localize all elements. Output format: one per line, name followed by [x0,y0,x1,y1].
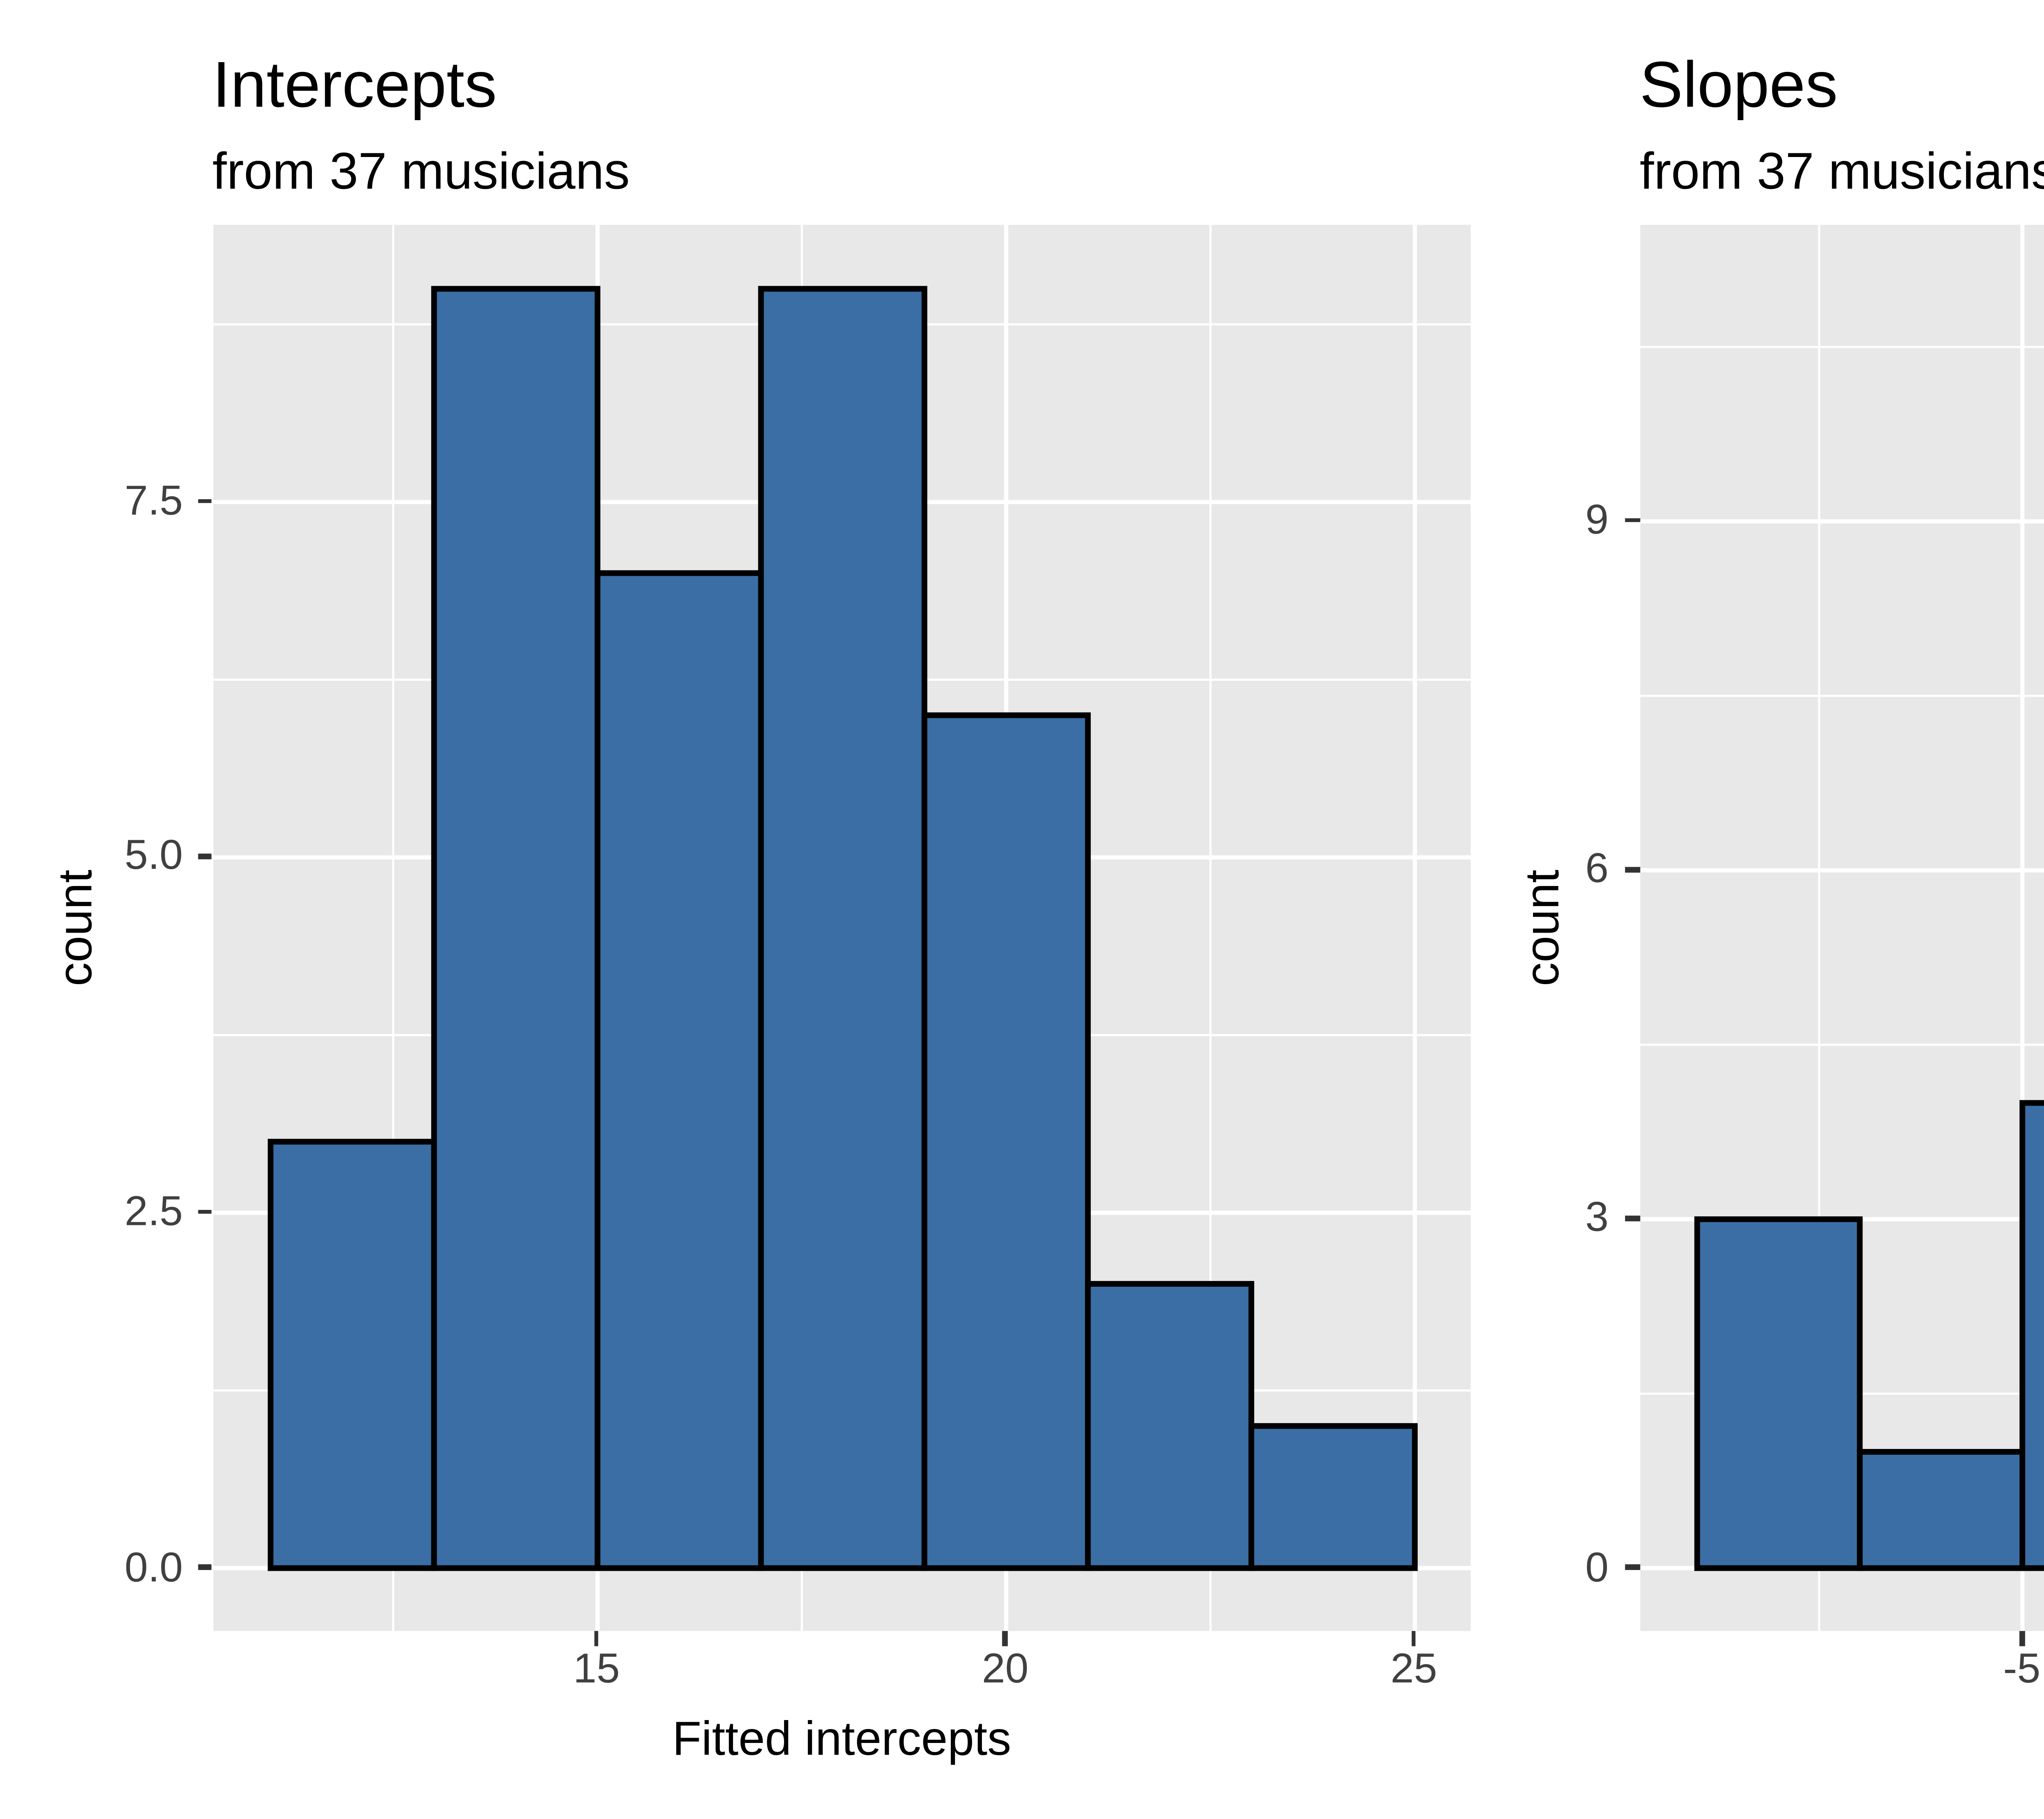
y-tick-label: 2.5 [124,1187,183,1235]
x-tick-label: 20 [982,1644,1029,1692]
x-tick-mark [594,1631,599,1646]
x-tick-mark [2019,1631,2024,1646]
chart-title: Slopes [1639,49,1838,122]
x-tick-mark [1411,1631,1416,1646]
histogram-bar [1856,1448,2025,1570]
histogram-bar [757,285,926,1570]
x-axis-title: Fitted Slopes [1640,1710,2044,1767]
y-axis-title: count [49,869,103,986]
histogram-bar [1694,1215,1862,1570]
histogram-bar [1247,1422,1417,1570]
y-tick-mark [1625,867,1640,872]
y-tick-mark [1625,518,1640,523]
chart-subtitle: from 37 musicians [212,142,630,199]
y-tick-mark [198,854,213,859]
histogram-bar [921,711,1090,1570]
x-tick-label: -5 [2003,1644,2041,1692]
y-tick-mark [198,498,213,504]
histogram-bar [1084,1280,1253,1570]
chart-subtitle: from 37 musicians [1639,142,2044,199]
plot-area [212,224,1471,1631]
y-tick-label: 0 [1585,1542,1609,1590]
y-tick-label: 5.0 [124,832,183,879]
y-tick-mark [198,1565,213,1570]
x-tick-mark [1002,1631,1008,1646]
x-tick-label: 15 [573,1644,620,1692]
y-tick-label: 9 [1585,496,1609,543]
y-tick-mark [198,1209,213,1214]
histogram-bar [430,285,600,1570]
chart-title: Intercepts [212,49,497,122]
y-tick-label: 7.5 [124,476,183,524]
y-tick-mark [1625,1565,1640,1570]
x-axis-title: Fitted intercepts [672,1712,1011,1765]
chart-slopes: Slopes from 37 musicians count 0369-505 … [1472,0,2044,1819]
histogram-bar [2019,1099,2044,1570]
y-tick-label: 3 [1585,1193,1609,1241]
y-tick-label: 6 [1585,844,1609,893]
histogram-bar [267,1138,436,1570]
x-tick-label: 25 [1390,1644,1437,1692]
chart-intercepts: Intercepts from 37 musicians count 0.0 2.… [49,49,1471,1765]
plot-area [1639,224,2044,1631]
y-tick-mark [1625,1216,1640,1221]
y-tick-label: 0.0 [124,1542,183,1590]
histogram-bar [594,569,763,1570]
